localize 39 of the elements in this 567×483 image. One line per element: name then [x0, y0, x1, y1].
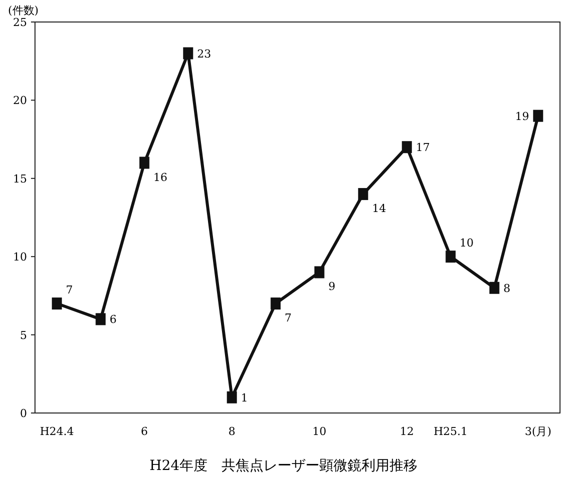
x-tick-label: H24.4 [40, 425, 74, 438]
point [533, 110, 544, 122]
y-axis-title: (件数) [8, 4, 39, 17]
x-tick-label: 10 [312, 425, 326, 438]
x-tick-label: 12 [400, 425, 414, 438]
y-tick-label: 20 [13, 94, 27, 108]
data-label: 8 [503, 282, 510, 295]
y-tick-label: 15 [13, 172, 27, 186]
point [139, 156, 150, 169]
point [358, 188, 368, 200]
data-label: 23 [197, 47, 212, 60]
data-label: 16 [153, 170, 168, 184]
point [402, 141, 412, 154]
y-tick-label: 25 [13, 16, 27, 29]
point [314, 266, 324, 278]
point [183, 47, 194, 60]
point [489, 282, 500, 294]
x-tick-label: 6 [140, 425, 148, 438]
y-tick-label: 5 [20, 328, 27, 342]
data-label: 7 [284, 312, 292, 325]
y-tick-label: 10 [13, 250, 27, 264]
point [226, 391, 237, 404]
x-tick-label: H25.1 [434, 425, 468, 438]
data-label: 10 [460, 236, 474, 250]
data-label: 7 [66, 284, 73, 297]
x-tick-label: 8 [228, 425, 236, 438]
x-tick-label: 3(月) [524, 425, 552, 438]
point [96, 313, 106, 326]
point [270, 298, 281, 310]
point [52, 298, 62, 310]
data-label: 17 [416, 141, 430, 154]
data-label: 6 [110, 313, 117, 326]
data-label: 14 [372, 202, 386, 216]
point [446, 250, 456, 263]
data-label: 1 [240, 391, 248, 404]
text: H24年度 共焦点レーザー顕微鏡利用推移 [149, 458, 418, 474]
y-tick-label: 0 [20, 407, 27, 420]
data-label: 19 [515, 110, 530, 123]
data-label: 9 [328, 280, 336, 294]
